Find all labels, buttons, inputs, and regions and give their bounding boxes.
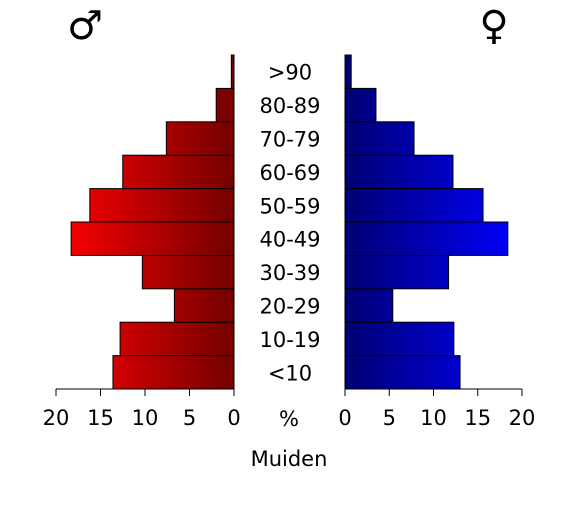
x-tick-label: 10 <box>132 406 159 430</box>
bar <box>70 221 235 256</box>
bar <box>344 188 484 223</box>
bar <box>344 288 394 323</box>
bar <box>344 154 454 190</box>
category-label: <10 <box>268 361 312 385</box>
bar <box>344 54 352 89</box>
bar <box>230 54 235 89</box>
bar <box>344 355 461 390</box>
x-tick-label: 5 <box>383 406 396 430</box>
bar <box>344 221 509 256</box>
bar <box>141 254 235 290</box>
x-tick-label: 15 <box>464 406 491 430</box>
category-label: 10-19 <box>259 328 320 352</box>
category-label: 60-69 <box>259 161 320 185</box>
x-tick-label: 5 <box>183 406 196 430</box>
bar <box>122 154 235 190</box>
bar <box>344 121 415 156</box>
category-label: 70-79 <box>259 128 320 152</box>
x-tick-label: 15 <box>87 406 114 430</box>
category-label: 40-49 <box>259 228 320 252</box>
category-label: >90 <box>268 61 312 85</box>
category-label: 50-59 <box>259 194 320 218</box>
category-label: 80-89 <box>259 94 320 118</box>
bar <box>89 188 235 223</box>
bar <box>119 321 235 357</box>
bar <box>344 321 455 357</box>
x-tick-label: 20 <box>509 406 536 430</box>
bar <box>112 355 235 390</box>
bar <box>344 254 450 290</box>
legend-symbol: ♂ <box>67 3 103 49</box>
legend-symbol: ♀ <box>479 3 508 49</box>
x-tick-label: 0 <box>338 406 351 430</box>
unit-label: % <box>279 407 299 431</box>
bar <box>173 288 235 323</box>
x-tick-label: 0 <box>227 406 240 430</box>
bar <box>165 121 235 156</box>
bar <box>215 87 235 123</box>
category-label: 20-29 <box>259 295 320 319</box>
x-axis-label: Muiden <box>251 447 328 471</box>
x-tick-label: 10 <box>420 406 447 430</box>
x-tick-label: 20 <box>43 406 70 430</box>
category-label: 30-39 <box>259 261 320 285</box>
bar <box>344 87 377 123</box>
